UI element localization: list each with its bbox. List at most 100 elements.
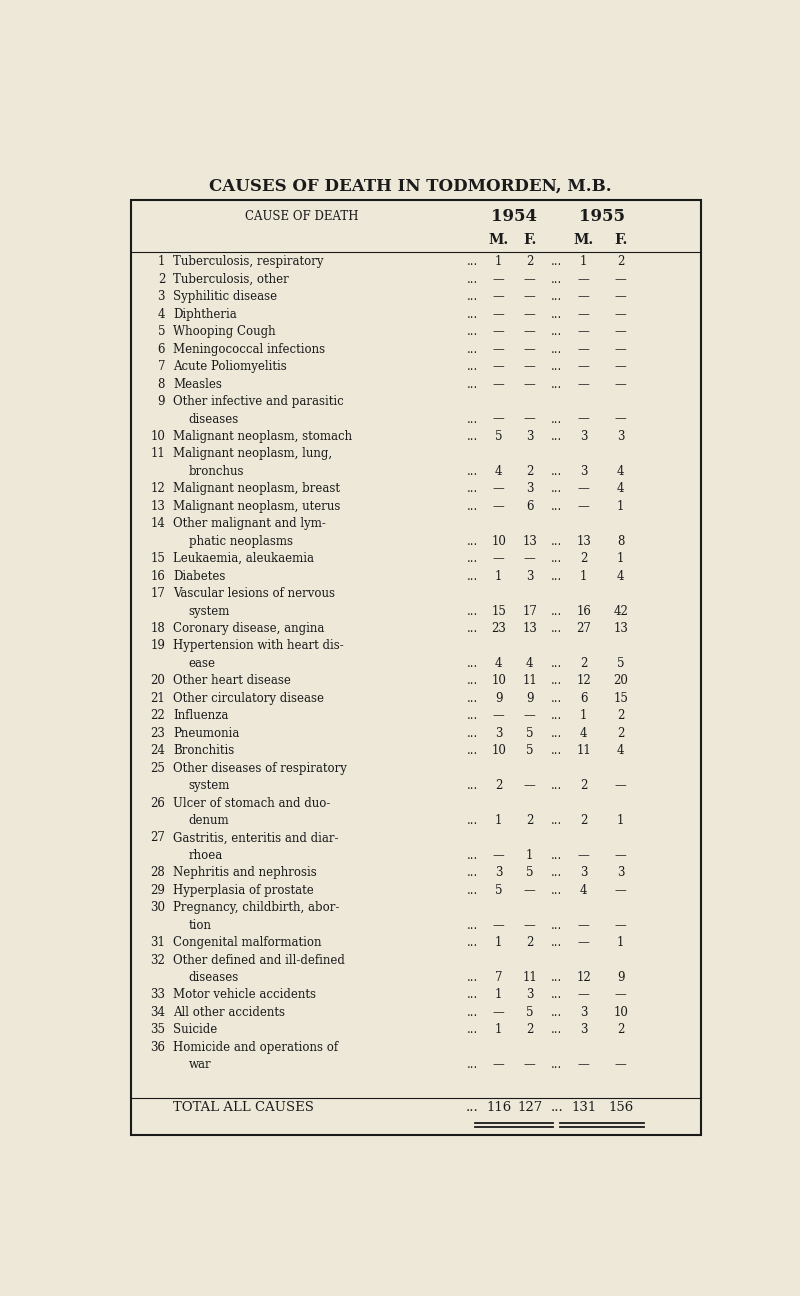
Text: —: — bbox=[615, 989, 626, 1002]
Text: 10: 10 bbox=[491, 674, 506, 687]
Text: 4: 4 bbox=[580, 884, 587, 897]
Text: 23: 23 bbox=[491, 622, 506, 635]
Text: Meningococcal infections: Meningococcal infections bbox=[173, 342, 326, 355]
Text: CAUSES OF DEATH IN TODMORDEN, M.B.: CAUSES OF DEATH IN TODMORDEN, M.B. bbox=[209, 178, 611, 194]
Text: ...: ... bbox=[466, 814, 478, 827]
Text: 4: 4 bbox=[580, 727, 587, 740]
Text: —: — bbox=[578, 919, 590, 932]
Text: Acute Poliomyelitis: Acute Poliomyelitis bbox=[173, 360, 287, 373]
Text: 13: 13 bbox=[150, 500, 165, 513]
Text: Congenital malformation: Congenital malformation bbox=[173, 936, 322, 949]
Text: Diphtheria: Diphtheria bbox=[173, 308, 237, 321]
Text: —: — bbox=[615, 325, 626, 338]
Text: 5: 5 bbox=[526, 727, 534, 740]
Text: —: — bbox=[578, 500, 590, 513]
Text: ...: ... bbox=[551, 692, 562, 705]
Text: 8: 8 bbox=[617, 535, 625, 548]
Text: ...: ... bbox=[466, 936, 478, 949]
Text: 9: 9 bbox=[526, 692, 534, 705]
Text: Tuberculosis, other: Tuberculosis, other bbox=[173, 273, 289, 286]
Text: Pregnancy, childbirth, abor-: Pregnancy, childbirth, abor- bbox=[173, 901, 339, 914]
Text: —: — bbox=[578, 936, 590, 949]
Text: ...: ... bbox=[551, 325, 562, 338]
Text: ...: ... bbox=[551, 919, 562, 932]
Text: Tuberculosis, respiratory: Tuberculosis, respiratory bbox=[173, 255, 324, 268]
Text: ...: ... bbox=[466, 884, 478, 897]
Text: ease: ease bbox=[189, 657, 216, 670]
Text: ...: ... bbox=[466, 709, 478, 722]
Text: ...: ... bbox=[551, 290, 562, 303]
Text: —: — bbox=[493, 1006, 505, 1019]
Text: 42: 42 bbox=[614, 604, 628, 617]
Text: 1: 1 bbox=[495, 255, 502, 268]
Text: 3: 3 bbox=[580, 430, 587, 443]
Text: Other diseases of respiratory: Other diseases of respiratory bbox=[173, 762, 347, 775]
Text: tion: tion bbox=[189, 919, 212, 932]
Text: 35: 35 bbox=[150, 1024, 165, 1037]
Text: —: — bbox=[524, 290, 535, 303]
Text: Ulcer of stomach and duo-: Ulcer of stomach and duo- bbox=[173, 797, 330, 810]
Text: 156: 156 bbox=[608, 1100, 634, 1113]
Text: ...: ... bbox=[466, 377, 478, 390]
Text: 2: 2 bbox=[580, 779, 587, 792]
Text: ...: ... bbox=[466, 430, 478, 443]
Text: 1: 1 bbox=[495, 936, 502, 949]
Text: Bronchitis: Bronchitis bbox=[173, 744, 234, 757]
Text: —: — bbox=[615, 1059, 626, 1072]
Text: ...: ... bbox=[466, 535, 478, 548]
Text: All other accidents: All other accidents bbox=[173, 1006, 285, 1019]
Text: ...: ... bbox=[550, 1100, 563, 1113]
Text: —: — bbox=[493, 709, 505, 722]
Text: ...: ... bbox=[551, 1059, 562, 1072]
Text: 13: 13 bbox=[522, 535, 537, 548]
Text: ...: ... bbox=[551, 412, 562, 425]
Text: Diabetes: Diabetes bbox=[173, 570, 226, 583]
Text: 31: 31 bbox=[150, 936, 165, 949]
Text: Syphilitic disease: Syphilitic disease bbox=[173, 290, 278, 303]
Text: ...: ... bbox=[551, 482, 562, 495]
Text: ...: ... bbox=[551, 849, 562, 862]
Text: —: — bbox=[524, 342, 535, 355]
Text: 3: 3 bbox=[526, 430, 534, 443]
Text: ...: ... bbox=[551, 674, 562, 687]
Text: 5: 5 bbox=[526, 866, 534, 879]
Text: —: — bbox=[493, 273, 505, 286]
Text: —: — bbox=[578, 273, 590, 286]
Text: 26: 26 bbox=[150, 797, 165, 810]
Text: ...: ... bbox=[466, 360, 478, 373]
Text: —: — bbox=[615, 884, 626, 897]
Text: ...: ... bbox=[551, 971, 562, 984]
Text: —: — bbox=[493, 325, 505, 338]
Text: 1: 1 bbox=[617, 814, 625, 827]
Text: 3: 3 bbox=[580, 866, 587, 879]
Text: 7: 7 bbox=[158, 360, 165, 373]
Text: 21: 21 bbox=[150, 692, 165, 705]
Text: phatic neoplasms: phatic neoplasms bbox=[189, 535, 293, 548]
Text: 12: 12 bbox=[576, 971, 591, 984]
Text: 1955: 1955 bbox=[579, 209, 626, 226]
Text: 4: 4 bbox=[495, 465, 502, 478]
Text: —: — bbox=[524, 308, 535, 321]
Text: 16: 16 bbox=[576, 604, 591, 617]
Text: ...: ... bbox=[551, 377, 562, 390]
Text: ...: ... bbox=[466, 849, 478, 862]
Text: —: — bbox=[615, 412, 626, 425]
Text: 116: 116 bbox=[486, 1100, 511, 1113]
Text: 6: 6 bbox=[158, 342, 165, 355]
Text: Other infective and parasitic: Other infective and parasitic bbox=[173, 395, 344, 408]
Text: —: — bbox=[524, 779, 535, 792]
Text: 12: 12 bbox=[150, 482, 165, 495]
Text: —: — bbox=[578, 1059, 590, 1072]
Text: 1: 1 bbox=[526, 849, 534, 862]
Text: ...: ... bbox=[466, 779, 478, 792]
Text: 4: 4 bbox=[617, 482, 625, 495]
Text: —: — bbox=[615, 273, 626, 286]
Text: 20: 20 bbox=[150, 674, 165, 687]
Text: ...: ... bbox=[466, 727, 478, 740]
Text: —: — bbox=[578, 849, 590, 862]
Text: Measles: Measles bbox=[173, 377, 222, 390]
Text: Other malignant and lym-: Other malignant and lym- bbox=[173, 517, 326, 530]
Text: ...: ... bbox=[466, 674, 478, 687]
Text: —: — bbox=[493, 412, 505, 425]
Text: 10: 10 bbox=[491, 535, 506, 548]
